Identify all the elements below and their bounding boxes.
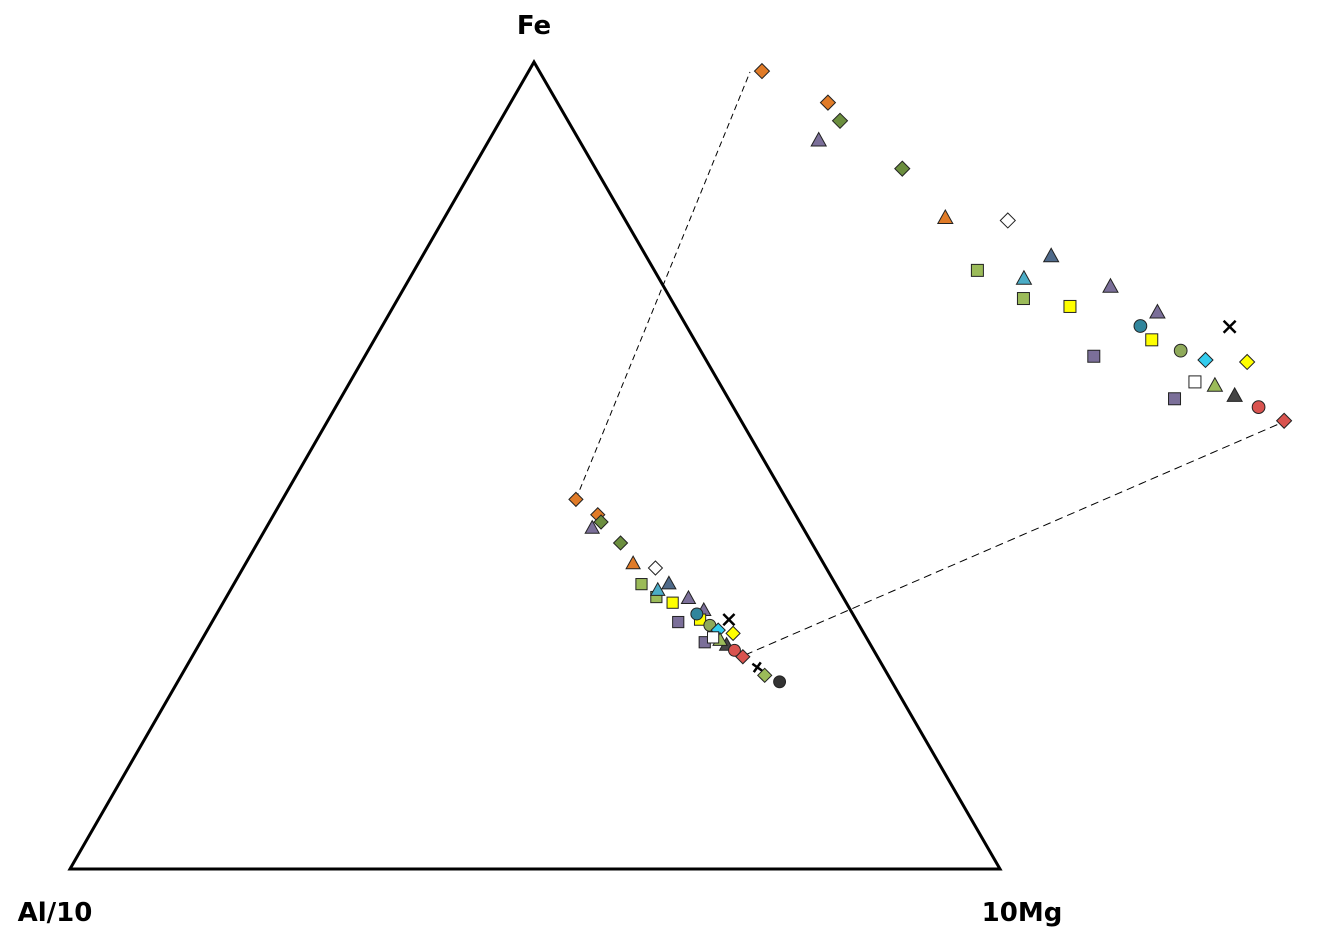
point — [680, 589, 697, 604]
point — [1015, 269, 1033, 285]
point — [722, 613, 736, 627]
point — [649, 581, 666, 596]
point — [1251, 400, 1266, 414]
point — [1275, 412, 1293, 429]
point — [773, 675, 787, 689]
point — [1197, 351, 1214, 369]
point — [753, 62, 771, 80]
point — [1168, 392, 1182, 406]
point — [672, 615, 685, 629]
zoom-connector — [744, 419, 1289, 656]
point — [757, 667, 773, 684]
point — [1238, 353, 1256, 371]
point — [1087, 349, 1101, 363]
point — [612, 535, 629, 551]
point — [1145, 333, 1159, 347]
point — [584, 519, 601, 534]
point — [690, 607, 704, 621]
point — [1042, 247, 1060, 263]
point — [666, 596, 679, 609]
point — [1173, 343, 1188, 358]
point — [751, 661, 763, 673]
point — [593, 514, 609, 530]
point — [625, 555, 641, 570]
apex-label: 10Mg — [982, 898, 1063, 928]
point — [1222, 319, 1237, 334]
point — [1102, 277, 1119, 293]
zoom-connector — [575, 71, 751, 500]
point — [819, 94, 837, 111]
apex-label: Al/10 — [18, 898, 93, 928]
ternary-frame — [67, 58, 1003, 871]
point — [1188, 375, 1202, 389]
point — [970, 263, 984, 277]
point — [1149, 303, 1166, 319]
point — [647, 560, 664, 576]
point — [831, 112, 849, 130]
point — [735, 649, 751, 665]
point — [635, 578, 648, 591]
point — [936, 208, 954, 224]
point — [728, 643, 741, 657]
point — [661, 575, 677, 590]
point — [1133, 319, 1148, 333]
point — [1016, 292, 1030, 306]
point — [568, 491, 584, 508]
point — [999, 212, 1017, 229]
point — [1063, 299, 1077, 313]
point — [725, 625, 741, 642]
point — [894, 160, 911, 177]
point — [1206, 376, 1224, 392]
point — [1226, 386, 1244, 402]
point — [810, 131, 828, 147]
apex-label: Fe — [517, 11, 551, 41]
point — [706, 631, 720, 644]
